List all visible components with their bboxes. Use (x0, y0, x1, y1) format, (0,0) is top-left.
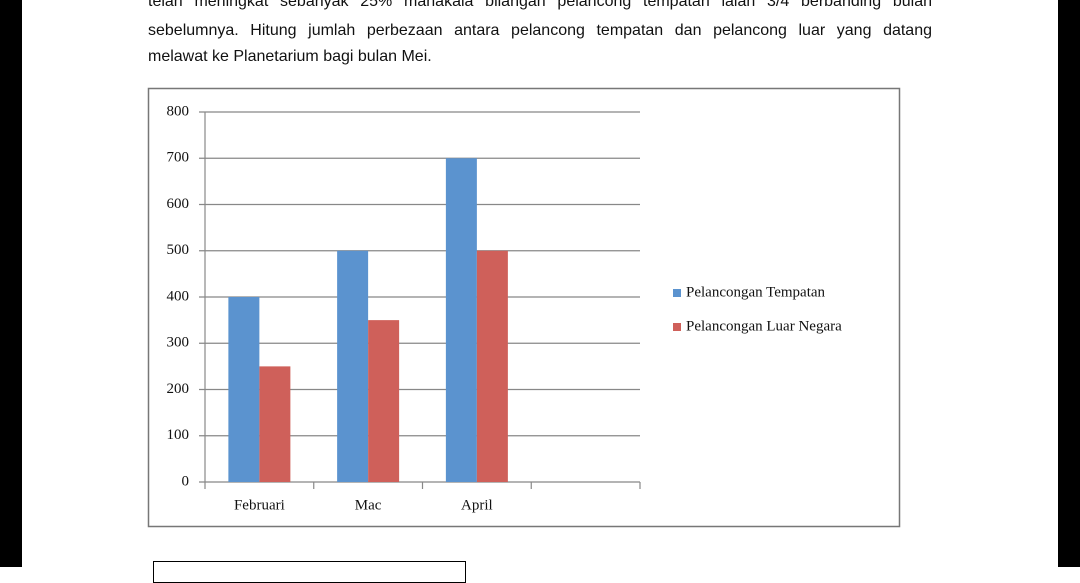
black-bar (1058, 0, 1080, 567)
y-tick-label: 400 (167, 288, 190, 304)
bar (337, 250, 369, 482)
legend-swatch (673, 323, 681, 331)
y-tick-label: 600 (167, 196, 190, 212)
x-tick-label: Mac (355, 497, 382, 513)
y-tick-label: 700 (167, 150, 190, 166)
bar (228, 297, 260, 482)
chart: 0 100 200 300 400 500 600 700 800 Februari Mac Apri… (147, 87, 901, 528)
text-line: melawat ke Planetarium bagi bulan Mei. (148, 48, 432, 65)
x-tick-label: Februari (234, 497, 285, 513)
bar (445, 158, 477, 482)
black-bar (0, 0, 22, 567)
text-line: sebelumnya. Hitung jumlah perbezaan anta… (148, 22, 932, 39)
bar (368, 320, 400, 482)
bar (476, 250, 508, 482)
bar (259, 366, 291, 482)
y-tick-label: 500 (167, 242, 190, 258)
legend-swatch (673, 289, 681, 297)
answer-box (153, 561, 466, 583)
y-tick-label: 200 (167, 381, 190, 397)
y-tick-label: 0 (182, 473, 190, 489)
text-line: telah meningkat sebanyak 25% manakala bi… (148, 0, 932, 10)
legend-label: Pelancongan Luar Negara (686, 318, 842, 334)
y-tick-label: 800 (167, 103, 190, 119)
x-tick-label: April (461, 497, 493, 513)
y-tick-label: 300 (167, 335, 190, 351)
legend-label: Pelancongan Tempatan (686, 284, 826, 300)
chart-frame (147, 87, 901, 528)
y-tick-label: 100 (167, 427, 190, 443)
